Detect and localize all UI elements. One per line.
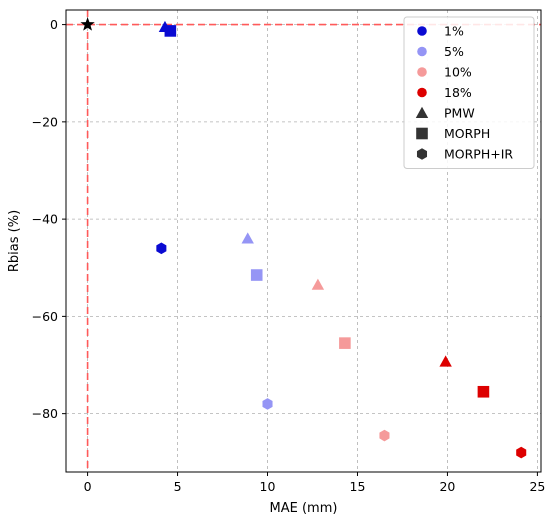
legend-box <box>403 16 535 169</box>
legend-marker <box>417 26 427 36</box>
data-point <box>311 278 325 290</box>
legend-label: MORPH+IR <box>444 147 513 162</box>
reference-lines <box>66 10 541 472</box>
legend-marker <box>416 148 428 160</box>
x-tick-label: 0 <box>84 479 92 494</box>
plot-frame <box>65 9 542 473</box>
x-tick-label: 5 <box>174 479 182 494</box>
data-point <box>516 446 527 459</box>
legend-marker <box>417 87 427 98</box>
data-point <box>339 337 351 349</box>
reference-star-point <box>80 17 95 31</box>
legend-marker <box>417 67 427 77</box>
data-point <box>477 385 490 398</box>
x-axis-label: MAE (mm) <box>270 501 338 516</box>
x-tick-label: 25 <box>529 479 545 494</box>
y-tick-label: −20 <box>32 114 58 129</box>
legend-label: 10% <box>444 65 472 80</box>
y-tick-label: 0 <box>50 17 58 32</box>
legend-label: 18% <box>444 85 472 100</box>
data-points <box>80 17 527 459</box>
data-point <box>241 232 254 244</box>
legend-marker <box>417 46 427 57</box>
legend-label: 1% <box>444 24 464 39</box>
x-tick-label: 10 <box>260 479 276 494</box>
legend-label: PMW <box>444 106 475 121</box>
legend-marker <box>416 127 428 140</box>
data-point <box>379 429 390 442</box>
legend-label: 5% <box>444 44 464 59</box>
x-tick-label: 15 <box>350 479 366 494</box>
y-axis-label: Rbias (%) <box>7 210 22 272</box>
data-point <box>156 242 167 255</box>
data-point <box>164 25 177 37</box>
legend-label: MORPH <box>444 126 490 141</box>
legend-marker <box>415 106 429 118</box>
y-tick-label: −60 <box>32 309 58 324</box>
x-tick-label: 20 <box>439 479 455 494</box>
y-tick-label: −40 <box>32 212 58 227</box>
data-point <box>250 269 263 281</box>
data-point <box>439 355 452 367</box>
legend: 1% 5% 10% 18% PMW MORPH MORPH+IR <box>403 16 535 169</box>
legend-items: 1% 5% 10% 18% PMW MORPH MORPH+IR <box>415 24 513 162</box>
y-tick-label: −80 <box>32 406 58 421</box>
data-point <box>262 398 273 410</box>
axis-ticks: 0 5 10 15 20 25 0 −20 −40 −60 −80 <box>32 17 546 494</box>
